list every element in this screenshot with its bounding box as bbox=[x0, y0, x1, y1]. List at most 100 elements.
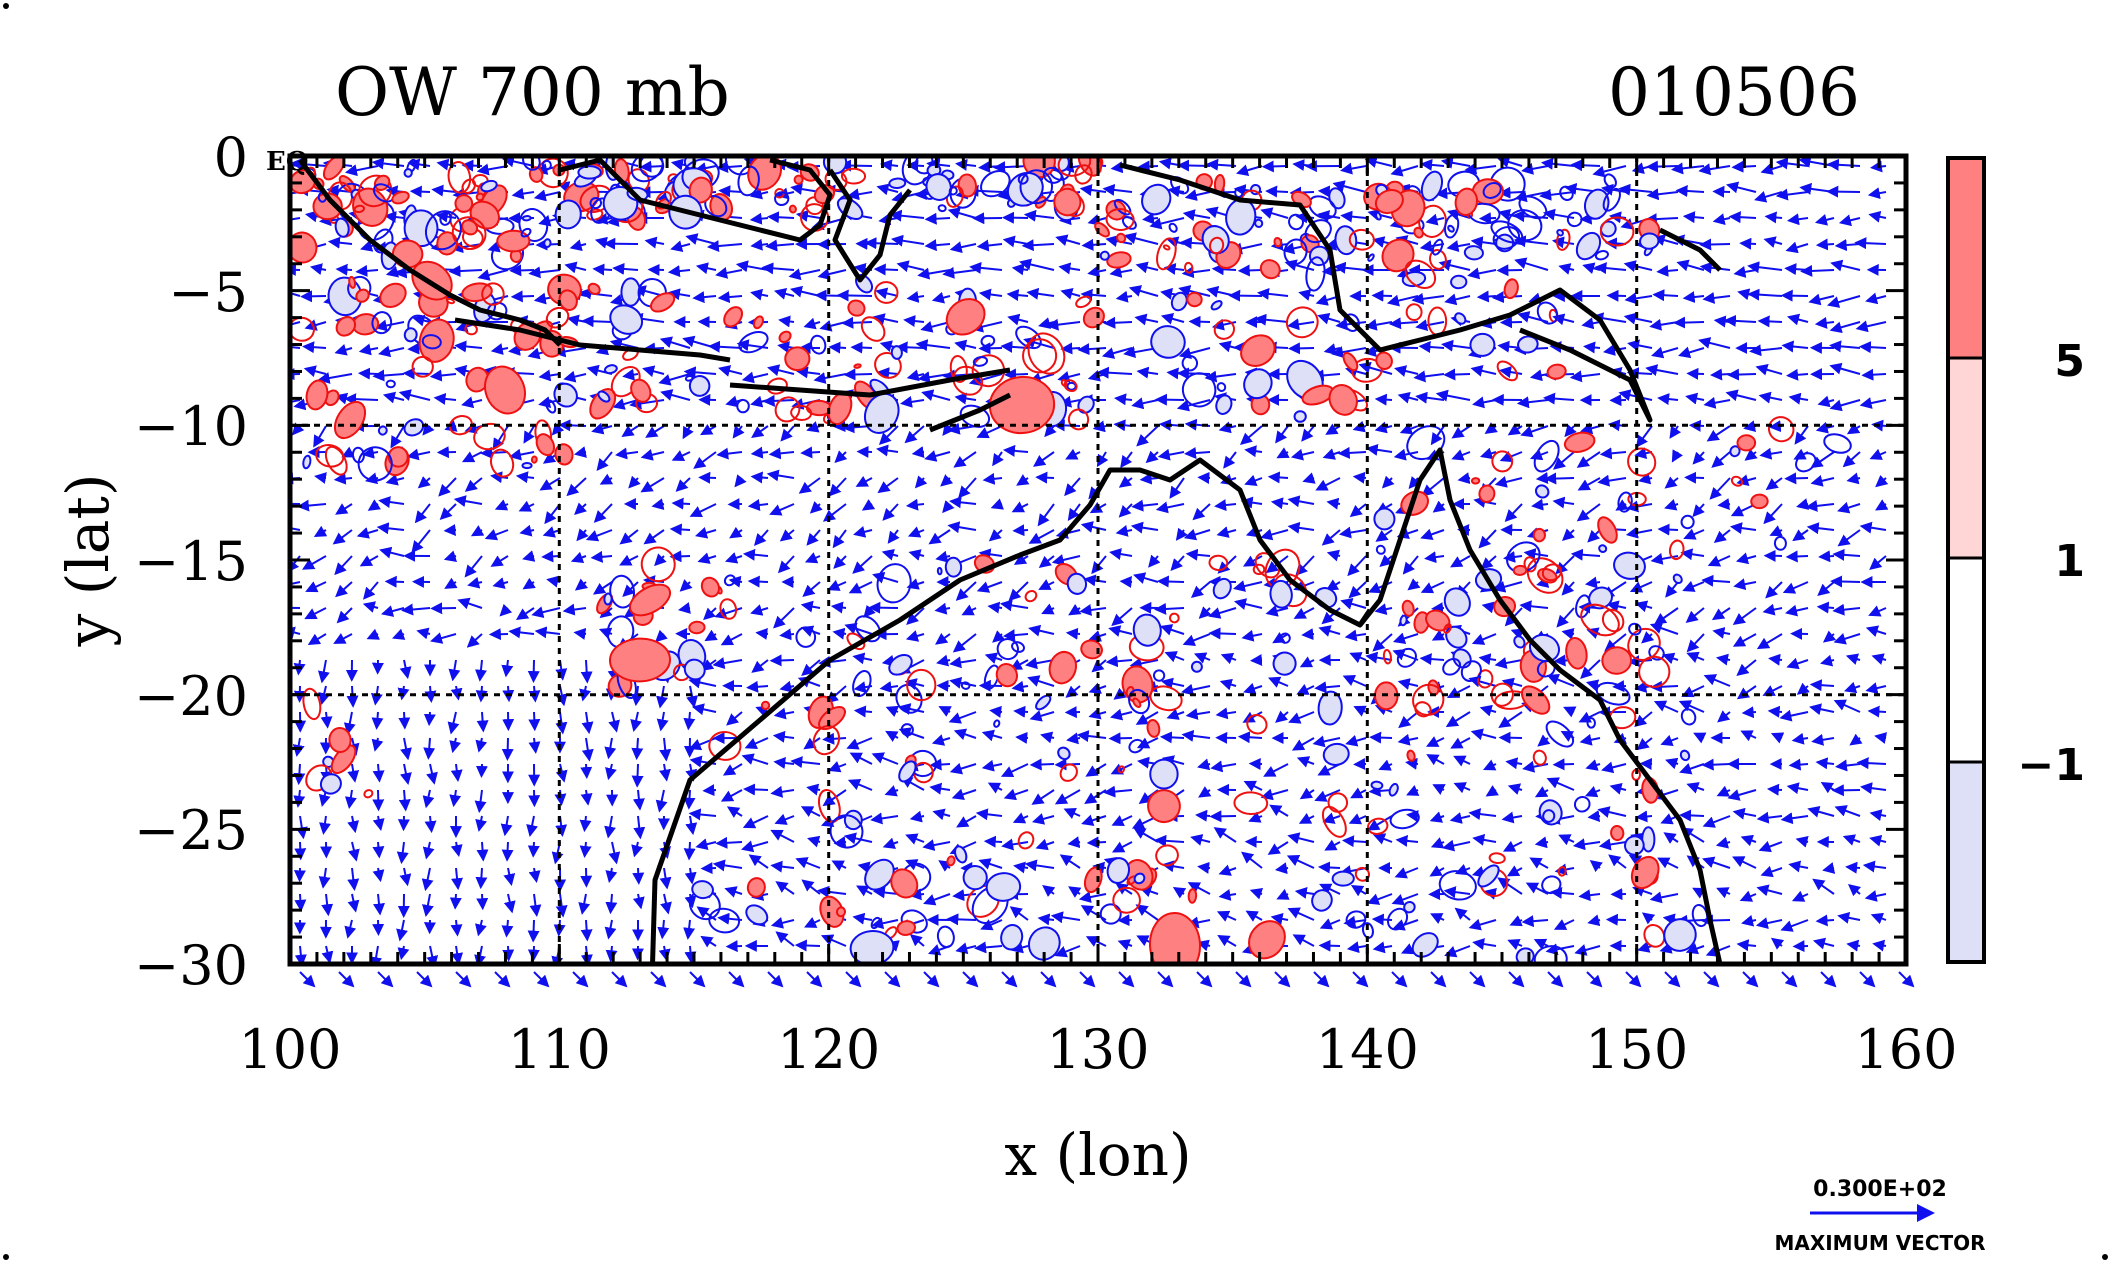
wind-vector-arrow bbox=[806, 529, 821, 546]
y-tick-30: −30 bbox=[134, 934, 248, 997]
wind-vector-arrow bbox=[433, 392, 457, 405]
wind-vector-arrow bbox=[585, 529, 613, 542]
wind-vector-arrow bbox=[1499, 316, 1523, 329]
wind-vector-arrow bbox=[697, 552, 717, 564]
wind-vector-arrow bbox=[1735, 552, 1757, 565]
wind-vector-arrow bbox=[1444, 293, 1471, 306]
wind-vector-arrow bbox=[924, 239, 951, 252]
wind-vector-arrow bbox=[1635, 810, 1653, 823]
wind-vector-arrow bbox=[1680, 548, 1705, 561]
wind-vector-arrow bbox=[317, 372, 353, 384]
wind-vector-arrow bbox=[753, 529, 769, 546]
wind-vector-arrow bbox=[1371, 913, 1393, 926]
wind-vector-arrow bbox=[667, 288, 691, 301]
wind-vector-arrow bbox=[1625, 971, 1642, 988]
wind-vector-arrow bbox=[669, 550, 691, 563]
wind-vector-arrow bbox=[1340, 210, 1367, 223]
wind-vector-arrow bbox=[644, 236, 665, 249]
wind-vector-arrow bbox=[1826, 158, 1861, 171]
wind-vector-arrow bbox=[1157, 971, 1174, 988]
ow-negative-contour bbox=[1293, 410, 1307, 423]
wind-vector-arrow bbox=[1587, 810, 1601, 823]
wind-vector-arrow bbox=[1747, 288, 1783, 301]
wind-vector-arrow bbox=[592, 581, 613, 595]
wind-vector-arrow bbox=[439, 503, 457, 520]
wind-vector-arrow bbox=[879, 159, 899, 172]
wind-vector-arrow bbox=[361, 446, 379, 459]
wind-vector-arrow bbox=[1080, 521, 1107, 533]
wind-vector-arrow bbox=[800, 446, 821, 459]
wind-vector-arrow bbox=[1046, 318, 1081, 331]
wind-vector-arrow bbox=[924, 450, 951, 462]
wind-vector-arrow bbox=[750, 471, 769, 484]
wind-vector-arrow bbox=[398, 711, 411, 730]
wind-vector-arrow bbox=[1040, 971, 1057, 988]
wind-vector-arrow bbox=[1623, 260, 1653, 272]
wind-vector-arrow bbox=[1499, 366, 1523, 379]
wind-vector-arrow bbox=[878, 425, 899, 445]
ow-negative-contour bbox=[888, 177, 907, 190]
wind-vector-arrow bbox=[1204, 370, 1237, 383]
wind-vector-arrow bbox=[438, 477, 457, 497]
wind-vector-arrow bbox=[544, 503, 561, 525]
wind-vector-arrow bbox=[1576, 451, 1601, 468]
wind-vector-arrow bbox=[645, 425, 665, 438]
wind-vector-arrow bbox=[292, 422, 305, 436]
wind-vector-arrow bbox=[1060, 288, 1081, 300]
wind-vector-arrow bbox=[1331, 346, 1367, 358]
wind-vector-arrow bbox=[1109, 548, 1133, 561]
wind-vector-arrow bbox=[1678, 346, 1705, 359]
wind-vector-arrow bbox=[1077, 343, 1107, 356]
wind-vector-arrow bbox=[679, 579, 693, 592]
wind-vector-arrow bbox=[1552, 758, 1575, 771]
y-tick-labels: 0 −5 −10 −15 −20 −25 −30 bbox=[134, 126, 248, 997]
wind-vector-arrow bbox=[484, 529, 509, 541]
wind-vector-arrow bbox=[335, 581, 353, 598]
wind-vector-arrow bbox=[1157, 448, 1185, 461]
wind-vector-arrow bbox=[313, 525, 328, 537]
wind-vector-arrow bbox=[1867, 705, 1887, 718]
wind-vector-arrow bbox=[515, 471, 535, 484]
wind-vector-arrow bbox=[1188, 315, 1211, 328]
wind-vector-arrow bbox=[1464, 162, 1497, 175]
wind-vector-arrow bbox=[475, 867, 488, 890]
wind-vector-arrow bbox=[416, 971, 433, 988]
wind-vector-arrow bbox=[1623, 312, 1653, 325]
wind-vector-arrow bbox=[1012, 524, 1029, 537]
wind-vector-arrow bbox=[921, 389, 951, 402]
wind-vector-arrow bbox=[611, 971, 628, 988]
wind-vector-arrow bbox=[911, 446, 925, 458]
wind-vector-arrow bbox=[1576, 503, 1601, 522]
ow-positive-contour bbox=[496, 229, 531, 253]
colorbar-swatch-negative bbox=[1948, 762, 1984, 962]
wind-vector-arrow bbox=[1615, 499, 1629, 511]
wind-vector-arrow bbox=[1058, 262, 1081, 275]
wind-vector-arrow bbox=[660, 389, 691, 401]
wind-vector-arrow bbox=[1135, 261, 1159, 274]
wind-vector-arrow bbox=[431, 184, 457, 197]
wind-vector-arrow bbox=[612, 262, 639, 275]
wind-vector-arrow bbox=[569, 239, 587, 252]
wind-vector-arrow bbox=[599, 473, 614, 485]
corner-mark-tl bbox=[3, 3, 9, 9]
wind-vector-arrow bbox=[355, 264, 379, 277]
wind-vector-arrow bbox=[1365, 443, 1393, 456]
wind-vector-arrow bbox=[905, 498, 925, 511]
wind-vector-arrow bbox=[621, 425, 639, 438]
wind-vector-arrow bbox=[1507, 423, 1523, 436]
wind-vector-arrow bbox=[1228, 289, 1263, 302]
wind-vector-arrow bbox=[1785, 550, 1809, 563]
wind-vector-arrow bbox=[1028, 529, 1055, 544]
ow-negative-contour bbox=[944, 556, 963, 578]
wind-vector-arrow bbox=[1260, 528, 1289, 541]
wind-vector-arrow bbox=[1120, 451, 1133, 469]
wind-vector-arrow bbox=[779, 628, 795, 641]
wind-vector-arrow bbox=[409, 185, 431, 198]
wind-vector-arrow bbox=[1352, 420, 1367, 433]
wind-vector-arrow bbox=[356, 527, 379, 539]
wind-vector-arrow bbox=[845, 971, 862, 988]
wind-vector-arrow bbox=[344, 393, 379, 406]
wind-vector-arrow bbox=[1675, 185, 1705, 198]
wind-vector-arrow bbox=[802, 581, 821, 597]
wind-vector-arrow bbox=[511, 187, 535, 200]
